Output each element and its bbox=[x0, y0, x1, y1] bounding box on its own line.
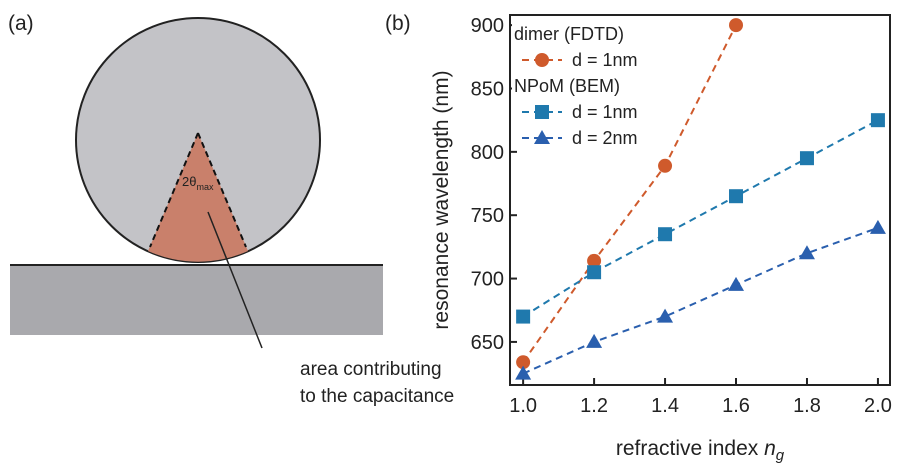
annotation: to the capacitance bbox=[300, 386, 454, 407]
y-tick-label: 700 bbox=[471, 269, 504, 291]
x-axis-label: refractive index ng bbox=[616, 437, 785, 464]
marker bbox=[657, 308, 674, 323]
x-tick-label: 1.0 bbox=[509, 395, 537, 417]
angle-edges bbox=[149, 132, 247, 248]
x-label-symbol: n bbox=[764, 437, 776, 460]
y-axis-label: resonance wavelength (nm) bbox=[430, 70, 453, 329]
marker bbox=[587, 265, 602, 280]
x-tick-label: 1.4 bbox=[651, 395, 679, 417]
angle-label: 2θmax bbox=[182, 174, 214, 192]
legend-label: d = 2nm bbox=[572, 128, 638, 148]
legend-bg bbox=[512, 48, 642, 72]
legend-bg bbox=[512, 100, 642, 124]
legend-bg bbox=[512, 126, 642, 150]
legend-bg bbox=[512, 22, 652, 46]
legend-title: NPoM (BEM) bbox=[514, 76, 620, 96]
legend-label: d = 1nm bbox=[572, 50, 638, 70]
x-label-sub: g bbox=[776, 447, 785, 464]
x-tick-label: 2.0 bbox=[864, 395, 892, 417]
marker bbox=[798, 245, 815, 260]
marker bbox=[516, 309, 531, 324]
marker bbox=[515, 365, 532, 380]
x-tick-label: 1.2 bbox=[580, 395, 608, 417]
angle-text: 2θ bbox=[182, 174, 196, 189]
series-line bbox=[522, 226, 879, 375]
legend-bg bbox=[512, 74, 652, 98]
legend-marker bbox=[534, 130, 550, 144]
y-tick-label: 900 bbox=[471, 15, 504, 37]
y-tick-label: 800 bbox=[471, 142, 504, 164]
y-tick-label: 850 bbox=[471, 78, 504, 100]
marker bbox=[799, 151, 814, 166]
panel-label: (a) bbox=[8, 12, 34, 35]
angle-sub: max bbox=[196, 182, 214, 192]
marker bbox=[586, 333, 603, 348]
marker bbox=[870, 113, 885, 128]
contact-area bbox=[148, 133, 248, 262]
legend-marker bbox=[535, 53, 549, 67]
pointer bbox=[207, 211, 263, 349]
x-tick-label: 1.6 bbox=[722, 395, 750, 417]
legend-marker bbox=[535, 105, 549, 119]
y-tick-label: 650 bbox=[471, 332, 504, 354]
x-label-text: refractive index bbox=[616, 437, 764, 460]
plot-frame bbox=[509, 14, 891, 386]
legend-label: d = 1nm bbox=[572, 102, 638, 122]
series-line bbox=[522, 24, 737, 363]
panel-label: (b) bbox=[385, 12, 411, 35]
marker bbox=[729, 189, 744, 204]
marker bbox=[658, 227, 673, 242]
marker bbox=[728, 276, 745, 291]
marker bbox=[729, 18, 744, 33]
y-tick-label: 750 bbox=[471, 205, 504, 227]
marker bbox=[869, 219, 886, 234]
annotation: area contributing bbox=[300, 359, 442, 380]
marker bbox=[516, 355, 531, 370]
marker bbox=[658, 158, 673, 173]
substrate bbox=[10, 265, 383, 335]
marker bbox=[587, 253, 602, 268]
legend-title: dimer (FDTD) bbox=[514, 24, 624, 44]
series-line bbox=[522, 119, 879, 318]
x-tick-label: 1.8 bbox=[793, 395, 821, 417]
